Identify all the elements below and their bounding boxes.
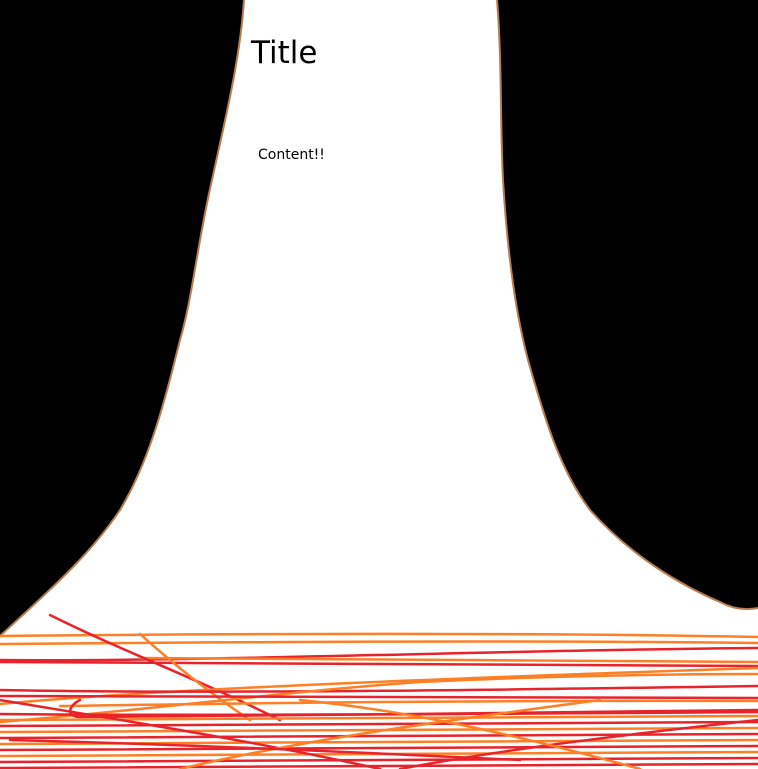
- scribble-line: [0, 640, 758, 646]
- scribble-line: [0, 646, 758, 662]
- scribble-line: [0, 732, 758, 740]
- scribble-line: [0, 660, 758, 668]
- scribble-line: [138, 632, 252, 722]
- scribble-line: [0, 666, 758, 706]
- black-backdrop-right: [497, 0, 758, 610]
- scribble-line: [138, 656, 758, 664]
- scribble-line: [398, 718, 758, 769]
- scribble-lines: [0, 613, 758, 769]
- scribble-line: [178, 698, 602, 769]
- page-title: Title: [251, 35, 318, 71]
- scribble-line: [0, 694, 758, 700]
- outline-left: [0, 0, 245, 637]
- scribble-line: [0, 744, 758, 752]
- scribble-line: [0, 756, 758, 764]
- scribble-line: [58, 699, 758, 708]
- scribble-line: [0, 684, 758, 693]
- outline-right: [496, 0, 758, 611]
- scribble-line: [0, 698, 382, 769]
- page-content: Content!!: [258, 147, 325, 163]
- scribble-line: [0, 720, 758, 728]
- scribble-line: [298, 698, 642, 769]
- black-backdrop-left: [0, 0, 244, 636]
- scribble-line: [0, 714, 758, 722]
- scribble-line: [0, 726, 758, 734]
- scribble-line: [0, 632, 758, 639]
- scribble-line: [48, 613, 282, 722]
- scribble-line: [0, 672, 758, 724]
- scribble-line: [8, 738, 522, 762]
- scribble-line: [0, 762, 758, 769]
